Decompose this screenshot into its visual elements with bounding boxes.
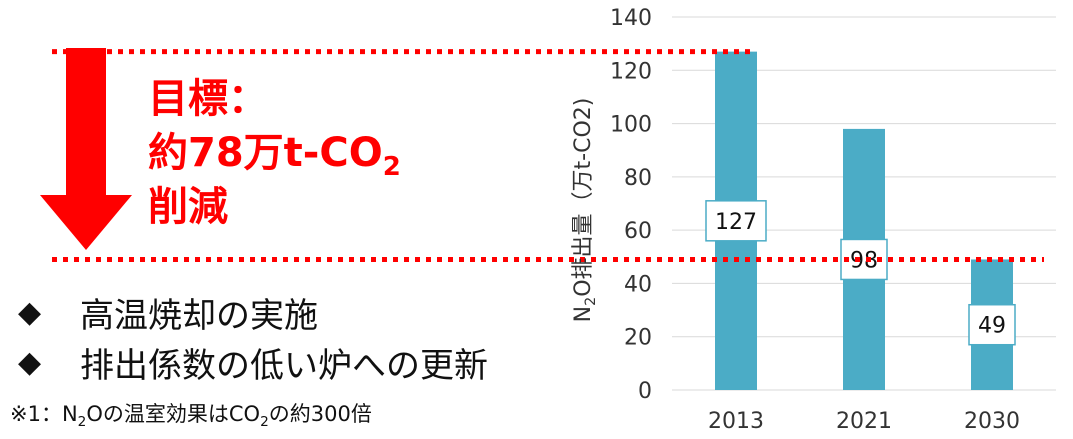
target-reduction: 削減 xyxy=(148,184,228,230)
target-amount: 約78万t-CO2 xyxy=(148,130,401,182)
target-label: 目標： xyxy=(148,76,268,122)
y-tick-label: 80 xyxy=(624,166,652,191)
data-label: 127 xyxy=(715,210,757,235)
data-label-box xyxy=(968,303,1016,346)
y-tick-label: 0 xyxy=(638,379,652,404)
y-tick-label: 140 xyxy=(610,6,652,31)
y-tick-label: 60 xyxy=(624,219,652,244)
y-tick-label: 40 xyxy=(624,272,652,297)
down-arrow-icon xyxy=(40,195,132,250)
arrow-shaft xyxy=(66,48,106,196)
bullet-text: 高温焼却の実施 xyxy=(80,296,318,336)
diamond-bullet-icon: ◆ xyxy=(18,295,42,330)
y-tick-label: 120 xyxy=(610,59,652,84)
bullet-item: ◆ 高温焼却の実施 xyxy=(18,288,318,337)
x-tick-label: 2013 xyxy=(708,409,764,434)
diamond-bullet-icon: ◆ xyxy=(18,345,42,380)
data-label: 49 xyxy=(978,314,1006,339)
x-tick-label: 2030 xyxy=(964,409,1020,434)
y-tick-label: 20 xyxy=(624,326,652,351)
y-tick-label: 100 xyxy=(610,113,652,138)
footnote: ※1：N2Oの温室効果はCO2の約300倍 xyxy=(10,402,372,431)
bullet-item: ◆ 排出係数の低い炉への更新 xyxy=(18,338,488,387)
y-axis-label: N2O排出量（万t-CO2) xyxy=(570,97,600,323)
data-label: 98 xyxy=(850,248,878,273)
x-tick-label: 2021 xyxy=(836,409,892,434)
bullet-text: 排出係数の低い炉への更新 xyxy=(80,346,488,386)
data-label-box xyxy=(705,200,767,242)
